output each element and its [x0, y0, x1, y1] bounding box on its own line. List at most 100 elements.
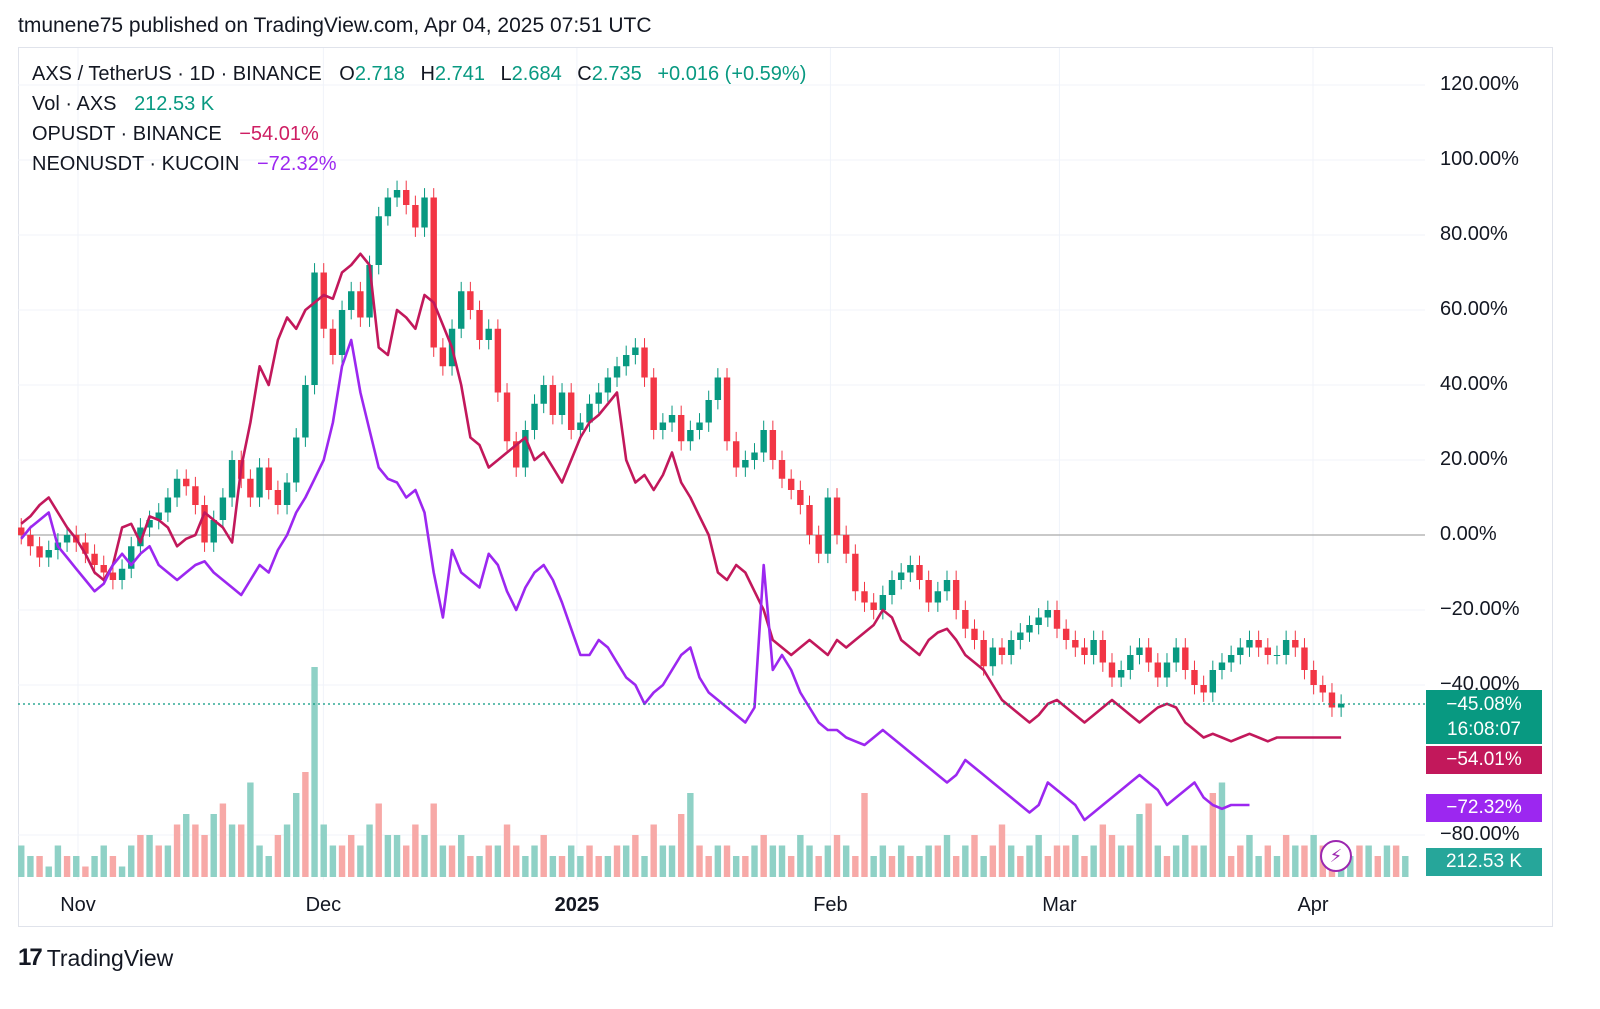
candle-body [980, 640, 987, 667]
legend-close-label: C [577, 63, 592, 85]
legend-op[interactable]: OPUSDT · BINANCE −54.01% [32, 123, 323, 146]
volume-bar [696, 845, 703, 877]
candle-body [870, 602, 877, 610]
candle-body [173, 478, 181, 498]
candle-body [366, 265, 373, 318]
volume-bar [118, 866, 126, 877]
volume-bar [907, 856, 914, 877]
volume-bar [91, 856, 98, 877]
volume-bar [962, 845, 969, 877]
volume-bar [879, 845, 887, 877]
volume-bar [760, 835, 767, 877]
candle-body [1072, 640, 1079, 648]
chart-frame [18, 47, 1553, 927]
legend-volume[interactable]: Vol · AXS 212.53 K [32, 93, 218, 116]
volume-bar [100, 845, 107, 877]
candle-body [1127, 655, 1134, 670]
neon-series-line [20, 338, 1250, 822]
candle-body [723, 377, 731, 442]
volume-bar [228, 824, 236, 877]
volume-bar [439, 845, 447, 877]
volume-bar [1356, 845, 1363, 877]
volume-bar [1117, 845, 1125, 877]
candle-body [18, 527, 25, 535]
candle-body [1310, 670, 1317, 685]
candle-body [403, 190, 410, 205]
volume-bar [714, 845, 722, 877]
candle-body [797, 490, 804, 505]
candle-body [1099, 640, 1107, 663]
volume-bar [1374, 856, 1382, 877]
candle-body [201, 505, 208, 543]
volume-bar [1273, 856, 1281, 877]
axs-price-tag-countdown: 16:08:07 [1447, 719, 1521, 740]
candle-body [916, 565, 923, 580]
publisher-line: tmunene75 published on TradingView.com, … [18, 14, 652, 37]
volume-bar [109, 856, 117, 877]
candle-body [1282, 640, 1290, 655]
volume-bar [1227, 856, 1235, 877]
candle-body [650, 377, 657, 430]
volume-bar [971, 835, 978, 877]
candle-body [375, 216, 382, 265]
x-tick-label: Dec [305, 894, 342, 916]
candle-body [265, 467, 272, 490]
candle-body [760, 430, 767, 453]
candle-body [687, 430, 694, 442]
candle-body [36, 546, 43, 558]
candle-body [971, 628, 978, 640]
volume-bar [622, 845, 630, 877]
volume-bar [512, 845, 520, 877]
tradingview-logo[interactable]: 17 TradingView [18, 944, 173, 972]
candle-body [1035, 617, 1042, 625]
volume-bar [1255, 856, 1262, 877]
volume-bar [430, 803, 437, 877]
candle-body [494, 328, 502, 393]
candle-body [256, 467, 263, 498]
volume-bar [1017, 856, 1024, 877]
volume-bar [659, 845, 667, 877]
candle-body [998, 647, 1006, 655]
lightning-icon[interactable]: ⚡ [1320, 840, 1352, 872]
volume-bar [476, 856, 483, 877]
candle-body [1273, 655, 1281, 656]
candle-body [1154, 662, 1162, 678]
volume-bar [247, 782, 254, 877]
volume-bar [283, 824, 291, 877]
candle-body [219, 497, 227, 520]
volume-bar [668, 845, 676, 877]
candle-body [421, 197, 428, 228]
volume-bar [146, 835, 153, 877]
volume-bar [989, 845, 997, 877]
volume-bar [806, 845, 813, 877]
volume-bar [1172, 845, 1180, 877]
legend-close-value: 2.735 [591, 63, 642, 85]
volume-bar [1182, 835, 1189, 877]
candle-body [989, 647, 997, 667]
volume-bar [1035, 835, 1042, 877]
candle-body [577, 422, 584, 430]
volume-bar [522, 856, 529, 877]
candle-body [861, 591, 868, 603]
legend-neon[interactable]: NEONUSDT · KUCOIN −72.32% [32, 153, 341, 176]
candle-body [228, 460, 236, 498]
legend-vol-label: Vol · AXS [32, 93, 117, 115]
candle-body [558, 392, 566, 415]
volume-bar [485, 845, 492, 877]
volume-bar [256, 845, 263, 877]
legend-low-value: 2.684 [511, 63, 562, 85]
candle-body [833, 497, 841, 535]
volume-bar [705, 856, 712, 877]
x-tick-label: Apr [1297, 894, 1329, 916]
volume-bar [751, 845, 758, 877]
volume-bar [677, 814, 685, 877]
legend-axs[interactable]: AXS / TetherUS · 1D · BINANCE O2.718 H2.… [32, 63, 810, 86]
candle-body [769, 430, 777, 460]
candle-body [897, 572, 905, 580]
legend-op-label: OPUSDT · BINANCE [32, 123, 222, 145]
legend-open-label: O [339, 63, 355, 85]
x-tick-label: Feb [813, 894, 848, 916]
tradingview-logo-text: TradingView [46, 944, 174, 971]
volume-bar [128, 845, 135, 877]
volume-bar [1246, 835, 1253, 877]
